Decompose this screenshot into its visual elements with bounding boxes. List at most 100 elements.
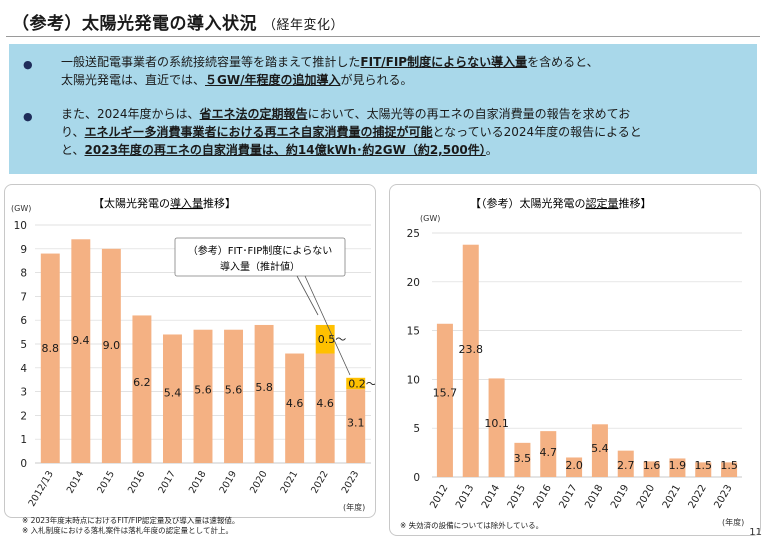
bar-value-label: 4.6 — [286, 397, 304, 410]
y-axis-unit-label: (GW) — [420, 214, 440, 223]
right-note: ※ 失効済の設備については除外している。 — [400, 521, 544, 530]
emphasis-text: エネルギー多消費事業者における再エネ自家消費量の捕捉が可能 — [84, 125, 433, 139]
y-tick-label: 5 — [20, 339, 27, 351]
bar — [132, 315, 152, 463]
page-title: （参考）太陽光発電の導入状況 （経年変化） — [12, 9, 344, 34]
bar-value-label: 2.7 — [617, 459, 635, 472]
y-tick-label: 8 — [20, 268, 27, 280]
x-tick-label: 2014 — [65, 469, 87, 495]
bar-value-label: 1.6 — [643, 459, 661, 472]
right-chart: 【（参考）太陽光発電の認定量推移】 0 5 10 15 20 25 15.7 2012 23.8… — [407, 196, 745, 527]
paragraph-1-line-1: 一般送配電事業者の系統接続容量等を踏まえて推計したFIT/FIP制度によらない導… — [61, 53, 749, 71]
y-tick-label: 0 — [413, 472, 420, 484]
bar-value-label: 6.2 — [133, 376, 151, 389]
bar-extra-segment — [346, 377, 366, 390]
left-chart-title: 【太陽光発電の導入量推移】 — [93, 196, 236, 210]
y-tick-label: 10 — [14, 220, 27, 232]
x-tick-label: 2012 — [428, 483, 450, 511]
x-tick-label: 2013 — [454, 483, 476, 511]
text-span: となっている2024年度の報告によると — [432, 125, 642, 139]
bar-value-label: 3.1 — [347, 416, 365, 429]
y-tick-label: 0 — [20, 458, 27, 470]
x-tick-label: 2012/13 — [27, 469, 56, 509]
note-line: ※ 2023年度末時点におけるFIT/FIP認定量及び導入量は速報値。 — [22, 516, 240, 525]
bullet-icon: ● — [23, 110, 33, 123]
text-span: 一般送配電事業者の系統接続容量等を踏まえて推計した — [61, 55, 361, 69]
bar — [643, 461, 660, 477]
x-tick-label: 2023 — [340, 469, 362, 495]
bar-value-label: 23.8 — [459, 343, 484, 356]
right-chart-labels: 0 5 10 15 20 25 15.7 2012 23.8 2013 10.1 2014 3.5 201… — [407, 228, 738, 511]
y-axis-unit-label: (GW) — [11, 204, 31, 213]
bar — [436, 323, 453, 477]
y-tick-label: 5 — [413, 423, 420, 435]
bar — [721, 462, 738, 477]
bar-value-label: 5.6 — [225, 384, 243, 397]
bar — [71, 239, 91, 463]
x-tick-label: 2017 — [156, 469, 178, 495]
x-tick-label: 2014 — [480, 483, 502, 511]
bar-value-label: 15.7 — [433, 387, 458, 400]
x-tick-label: 2020 — [248, 469, 270, 495]
bar-value-label: 8.8 — [42, 342, 60, 355]
y-tick-label: 4 — [20, 363, 27, 375]
bar — [540, 431, 557, 477]
left-notes: ※ 2023年度末時点におけるFIT/FIP認定量及び導入量は速報値。 ※ 入札… — [22, 516, 239, 536]
left-chart: 【太陽光発電の導入量推移】 0 1 2 3 4 5 6 7 8 9 10 8.8 2012/13 9.4 2… — [11, 196, 377, 512]
bar — [162, 334, 182, 463]
bar-value-label: 1.5 — [720, 459, 738, 472]
x-tick-label: 2015 — [95, 469, 117, 495]
bar-value-label: 5.4 — [164, 386, 182, 399]
bar-value-label: 10.1 — [484, 417, 509, 430]
y-tick-label: 3 — [20, 387, 27, 399]
bar-value-label: 2.0 — [565, 459, 583, 472]
text-span: 太陽光発電は、直近では、 — [61, 73, 206, 87]
x-tick-label: 2019 — [218, 469, 240, 495]
bar — [101, 248, 121, 463]
bar-extra-segment — [315, 324, 335, 354]
x-tick-label: 2016 — [126, 469, 148, 495]
left-chart-frame: 【太陽光発電の導入量推移】 0 1 2 3 4 5 6 7 8 9 10 8.8 2012/13 9.4 2… — [4, 184, 377, 518]
bar-value-label: 4.6 — [316, 397, 334, 410]
page-title-text: （参考）太陽光発電の導入状況 — [12, 14, 257, 34]
y-tick-label: 1 — [20, 434, 27, 446]
x-tick-label: 2022 — [309, 469, 331, 495]
bar-value-label: 1.5 — [695, 459, 713, 472]
bar — [254, 324, 274, 463]
callout-line-2: 導入量（推計値） — [220, 260, 300, 273]
bar — [40, 253, 60, 463]
y-tick-label: 10 — [407, 374, 420, 386]
bar — [566, 457, 583, 477]
bar — [514, 442, 531, 477]
text-span: が見られる。 — [340, 73, 413, 87]
bar-value-label: 5.6 — [194, 384, 212, 397]
bar-extra-label: 0.5～ — [318, 333, 347, 346]
callout-line-1: （参考）FIT･FIP制度によらない — [188, 244, 333, 257]
callout-box — [174, 237, 346, 277]
x-tick-label: 2017 — [557, 483, 579, 511]
y-tick-label: 25 — [407, 228, 420, 240]
summary-paragraph-1: 一般送配電事業者の系統接続容量等を踏まえて推計したFIT/FIP制度によらない導… — [61, 53, 749, 89]
bar — [488, 378, 505, 477]
x-tick-label: 2019 — [609, 483, 631, 511]
x-tick-label: 2015 — [506, 483, 528, 511]
bar — [462, 244, 479, 477]
left-chart-bars — [40, 239, 366, 463]
x-tick-label: 2022 — [687, 483, 709, 511]
x-tick-label: 2016 — [532, 483, 554, 511]
note-line: ※ 入札制度における落札案件は落札年度の認定量として計上。 — [22, 526, 233, 535]
bullet-icon: ● — [23, 58, 33, 71]
bar — [617, 450, 634, 477]
text-span: と、 — [61, 143, 85, 157]
bar-value-label: 5.4 — [591, 442, 609, 455]
bar-value-label: 5.8 — [255, 381, 273, 394]
emphasis-text: 省エネ法の定期報告 — [199, 107, 308, 121]
right-chart-title: 【（参考）太陽光発電の認定量推移】 — [470, 196, 652, 210]
bar-value-label: 4.7 — [540, 446, 558, 459]
y-tick-label: 6 — [20, 315, 27, 327]
x-tick-label: 2018 — [187, 469, 209, 495]
paragraph-2-line-1: また、2024年度からは、省エネ法の定期報告において、太陽光等の再エネの自家消費… — [61, 105, 749, 123]
bar-value-label: 9.4 — [72, 334, 90, 347]
page-subtitle: （経年変化） — [263, 18, 345, 33]
text-span: 。 — [485, 143, 498, 157]
